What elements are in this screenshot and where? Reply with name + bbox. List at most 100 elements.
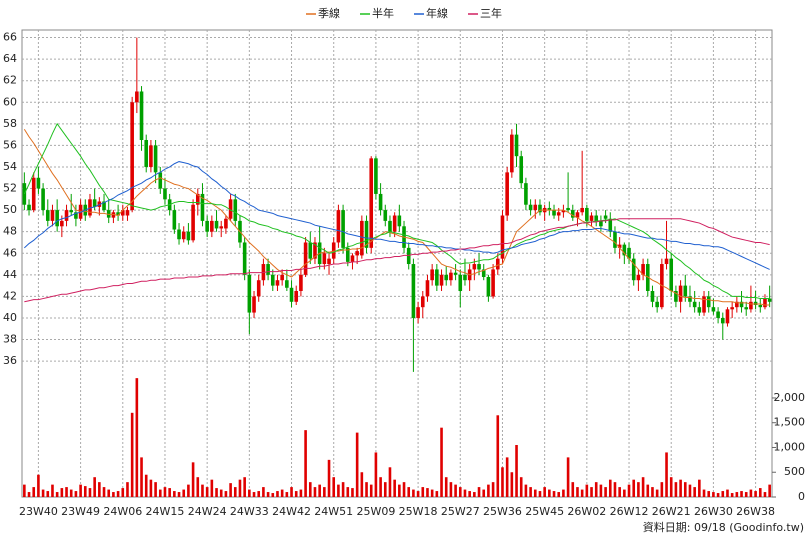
candle-body <box>570 210 575 218</box>
volume-bar <box>257 491 261 497</box>
volume-bar <box>566 457 570 497</box>
volume-bar <box>712 492 715 497</box>
y2-tick-label: 1,000 <box>774 440 806 453</box>
candle-body <box>364 220 369 248</box>
volume-bar <box>444 477 448 497</box>
candle-body <box>406 247 411 265</box>
volume-bar <box>468 491 471 497</box>
volume-bar <box>580 489 584 497</box>
y-tick-label: 52 <box>3 182 17 195</box>
candle-body <box>599 220 603 227</box>
volume-bar <box>524 484 528 497</box>
candle-body <box>580 207 584 213</box>
volume-bar <box>637 482 640 497</box>
volume-bar <box>641 477 645 497</box>
candle-body <box>435 269 439 286</box>
candle-body <box>514 134 519 157</box>
y-tick-label: 66 <box>3 31 17 44</box>
candle-body <box>60 220 64 227</box>
candle-body <box>636 274 641 281</box>
volume-bar <box>383 482 387 497</box>
candle-body <box>753 301 758 306</box>
volume-bar <box>299 489 303 497</box>
x-tick-label: 25W27 <box>441 505 480 518</box>
volume-bar <box>501 467 504 497</box>
candle-body <box>495 258 500 270</box>
volume-bar <box>646 484 650 497</box>
candle-body <box>613 231 617 248</box>
volume-bar <box>412 489 415 497</box>
volume-bar <box>627 484 631 497</box>
candle-body <box>608 218 613 232</box>
volume-bar <box>407 487 411 497</box>
candle-body <box>449 272 453 281</box>
y-tick-label: 44 <box>3 268 17 281</box>
legend-label: 半年 <box>372 6 394 20</box>
volume-bar <box>219 489 223 497</box>
candle-body <box>261 264 266 281</box>
y-tick-label: 48 <box>3 225 17 238</box>
volume-bar <box>735 492 739 497</box>
candle-body <box>735 301 739 308</box>
candle-body <box>360 220 364 256</box>
volume-bar <box>440 427 443 497</box>
volume-bar <box>173 491 176 497</box>
volume-bar <box>763 492 767 497</box>
candle-body <box>566 207 570 211</box>
volume-bar <box>393 479 396 497</box>
volume-bar <box>426 488 429 497</box>
y-tick-label: 40 <box>3 311 17 324</box>
volume-bar <box>482 489 486 497</box>
volume-bar <box>65 487 68 497</box>
volume-bar <box>224 491 228 497</box>
candle-body <box>200 193 205 221</box>
candle-body <box>486 276 491 297</box>
volume-bar <box>660 482 664 497</box>
candle-body <box>547 207 552 211</box>
x-tick-label: 25W09 <box>356 505 395 518</box>
volume-bar <box>613 482 617 497</box>
volume-bar <box>758 488 762 497</box>
volume-bar <box>262 487 265 497</box>
candle-body <box>528 204 533 211</box>
y-tick-label: 54 <box>3 160 17 173</box>
candle-body <box>622 244 627 256</box>
candle-body <box>758 305 763 308</box>
candle-body <box>444 274 449 281</box>
volume-bar <box>27 492 31 497</box>
volume-bar <box>510 472 514 497</box>
candle-body <box>641 264 645 275</box>
y2-tick-label: 1,500 <box>774 416 806 429</box>
volume-bar <box>233 487 237 497</box>
volume-bar <box>290 487 293 497</box>
candle-body <box>378 193 383 211</box>
candle-body <box>92 199 97 207</box>
candle-body <box>556 212 561 216</box>
volume-bar <box>102 487 106 497</box>
candle-body <box>655 301 659 308</box>
volume-bar <box>74 491 78 497</box>
y2-tick-label: 500 <box>784 465 805 478</box>
volume-bar <box>112 492 115 497</box>
volume-bar <box>196 477 200 497</box>
volume-bar <box>201 484 204 497</box>
candle-body <box>617 244 622 248</box>
candle-body <box>631 258 636 281</box>
x-tick-label: 24W33 <box>230 505 269 518</box>
volume-bar <box>360 472 364 497</box>
candle-body <box>111 212 116 218</box>
candle-body <box>369 158 374 248</box>
volume-bar <box>308 482 312 497</box>
volume-bar <box>271 493 275 497</box>
candle-body <box>195 193 200 205</box>
candle-body <box>135 91 139 103</box>
candle-body <box>702 296 706 313</box>
candle-body <box>172 210 177 230</box>
candle-body <box>256 280 261 297</box>
volume-bar <box>768 484 771 497</box>
candle-body <box>308 242 313 259</box>
candle-body <box>763 298 767 308</box>
volume-bar <box>416 491 420 497</box>
volume-bar <box>608 479 612 497</box>
volume-bar <box>665 452 668 497</box>
